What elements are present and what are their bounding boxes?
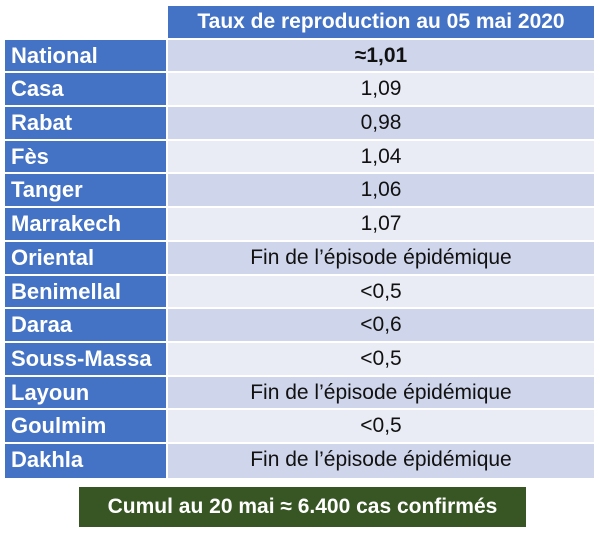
- reproduction-value: ≈1,01: [168, 39, 594, 72]
- reproduction-value: <0,6: [168, 309, 594, 341]
- table-row: Tanger 1,06: [5, 174, 594, 209]
- table-row: Souss-Massa <0,5: [5, 342, 594, 377]
- table-header-row: Taux de reproduction au 05 mai 2020: [5, 6, 594, 40]
- region-label: Tanger: [5, 174, 168, 207]
- reproduction-value: Fin de l’épisode épidémique: [168, 241, 594, 274]
- region-label: Dakhla: [5, 443, 168, 478]
- region-label: Benimellal: [5, 275, 168, 308]
- table-row: Layoun Fin de l’épisode épidémique: [5, 376, 594, 411]
- table-row: Oriental Fin de l’épisode épidémique: [5, 241, 594, 276]
- region-label: Souss-Massa: [5, 342, 168, 375]
- region-label: Oriental: [5, 241, 168, 274]
- reproduction-value: Fin de l’épisode épidémique: [168, 443, 594, 478]
- reproduction-value: <0,5: [168, 342, 594, 375]
- table-row: Dakhla Fin de l’épisode épidémique: [5, 443, 594, 478]
- reproduction-value: 1,09: [168, 73, 594, 106]
- reproduction-value: 0,98: [168, 107, 594, 139]
- table-row: Goulmim <0,5: [5, 410, 594, 444]
- table-row: Rabat 0,98: [5, 107, 594, 141]
- table-header: Taux de reproduction au 05 mai 2020: [168, 6, 594, 38]
- table-row: Daraa <0,6: [5, 309, 594, 343]
- table-row: Casa 1,09: [5, 73, 594, 108]
- reproduction-value: <0,5: [168, 275, 594, 308]
- region-label: Casa: [5, 73, 168, 106]
- reproduction-rate-table: Taux de reproduction au 05 mai 2020 Nati…: [5, 6, 594, 478]
- region-label: Daraa: [5, 309, 168, 341]
- region-label: Marrakech: [5, 208, 168, 240]
- region-label: Goulmim: [5, 410, 168, 442]
- cumulative-cases-banner: Cumul au 20 mai ≈ 6.400 cas confirmés: [79, 487, 526, 527]
- reproduction-value: 1,04: [168, 140, 594, 173]
- table-row: Marrakech 1,07: [5, 208, 594, 242]
- region-label: Fès: [5, 140, 168, 173]
- reproduction-value: <0,5: [168, 410, 594, 442]
- reproduction-value: 1,06: [168, 174, 594, 207]
- header-empty-cell: [5, 6, 168, 38]
- reproduction-value: 1,07: [168, 208, 594, 240]
- table-row: Benimellal <0,5: [5, 275, 594, 310]
- region-label: National: [5, 39, 168, 72]
- region-label: Layoun: [5, 376, 168, 409]
- table-row: National ≈1,01: [5, 39, 594, 74]
- region-label: Rabat: [5, 107, 168, 139]
- reproduction-value: Fin de l’épisode épidémique: [168, 376, 594, 409]
- table-row: Fès 1,04: [5, 140, 594, 175]
